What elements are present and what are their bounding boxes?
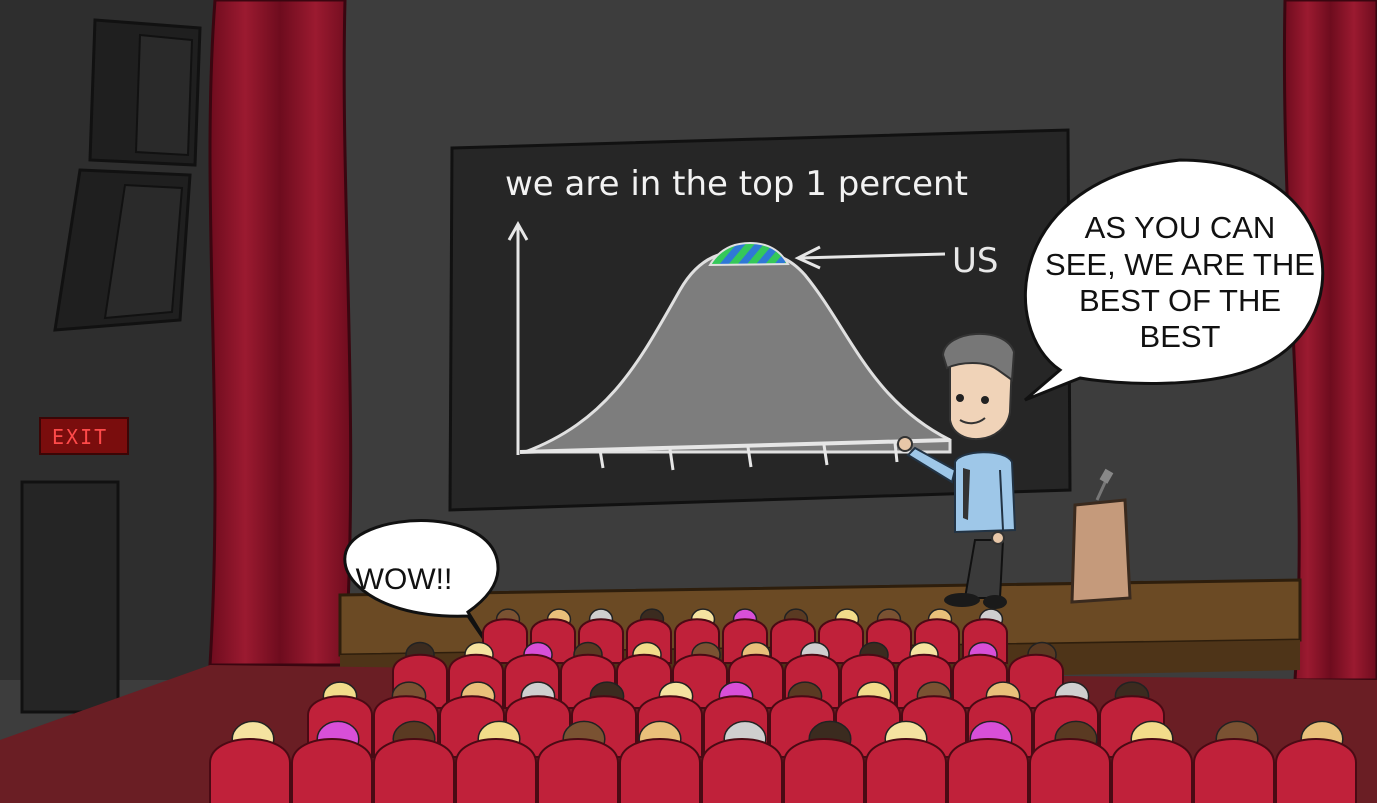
bell-curve-chart: US — [507, 220, 998, 471]
audience-seat — [482, 618, 528, 664]
audience-seat — [1193, 738, 1275, 803]
audience-seat — [701, 738, 783, 803]
audience-seat — [818, 618, 864, 664]
speech-line-2: SEE, WE ARE THE — [1045, 247, 1315, 282]
y-axis-arrow-icon — [507, 220, 529, 241]
x-axis — [519, 438, 951, 454]
audience-seats — [209, 608, 1357, 803]
annotation-arrow — [799, 252, 946, 260]
board-title: we are in the top 1 percent — [505, 164, 968, 204]
audience-seat — [373, 738, 455, 803]
speaker-icon — [53, 18, 202, 332]
audience-seat — [1111, 738, 1193, 803]
audience-speech-bubble: WOW!! — [343, 519, 500, 649]
audience-seat — [537, 738, 619, 803]
speech-line-4: BEST — [1140, 319, 1221, 354]
presenter — [897, 332, 1017, 609]
speech-line-1: AS YOU CAN — [1085, 210, 1276, 245]
audience-seat — [209, 738, 291, 803]
audience-seat — [455, 738, 537, 803]
x-tick — [598, 449, 605, 469]
audience-seat — [865, 738, 947, 803]
audience-exclamation: WOW!! — [356, 563, 453, 596]
x-tick — [668, 448, 675, 471]
audience-seat — [616, 653, 672, 709]
x-tick — [746, 446, 753, 468]
presenter-speech-bubble: AS YOU CAN SEE, WE ARE THE BEST OF THE B… — [1023, 158, 1325, 402]
top-percent-highlight — [708, 241, 790, 267]
x-tick — [893, 442, 899, 463]
left-curtain — [208, 0, 353, 667]
audience-seat — [947, 738, 1029, 803]
podium — [1070, 468, 1132, 604]
audience-seat — [505, 695, 571, 758]
speech-line-3: BEST OF THE — [1079, 283, 1281, 318]
audience-seat — [1008, 653, 1064, 709]
audience-seat — [291, 738, 373, 803]
audience-seat — [1029, 738, 1111, 803]
us-annotation: US — [952, 241, 998, 281]
audience-seat — [783, 738, 865, 803]
audience-seat — [619, 738, 701, 803]
audience-seat — [1275, 738, 1357, 803]
annotation-arrow-icon — [794, 245, 821, 270]
exit-sign-label: EXIT — [52, 425, 108, 449]
exit-door — [20, 480, 120, 714]
x-tick — [822, 444, 829, 466]
exit-sign: EXIT — [39, 417, 129, 455]
